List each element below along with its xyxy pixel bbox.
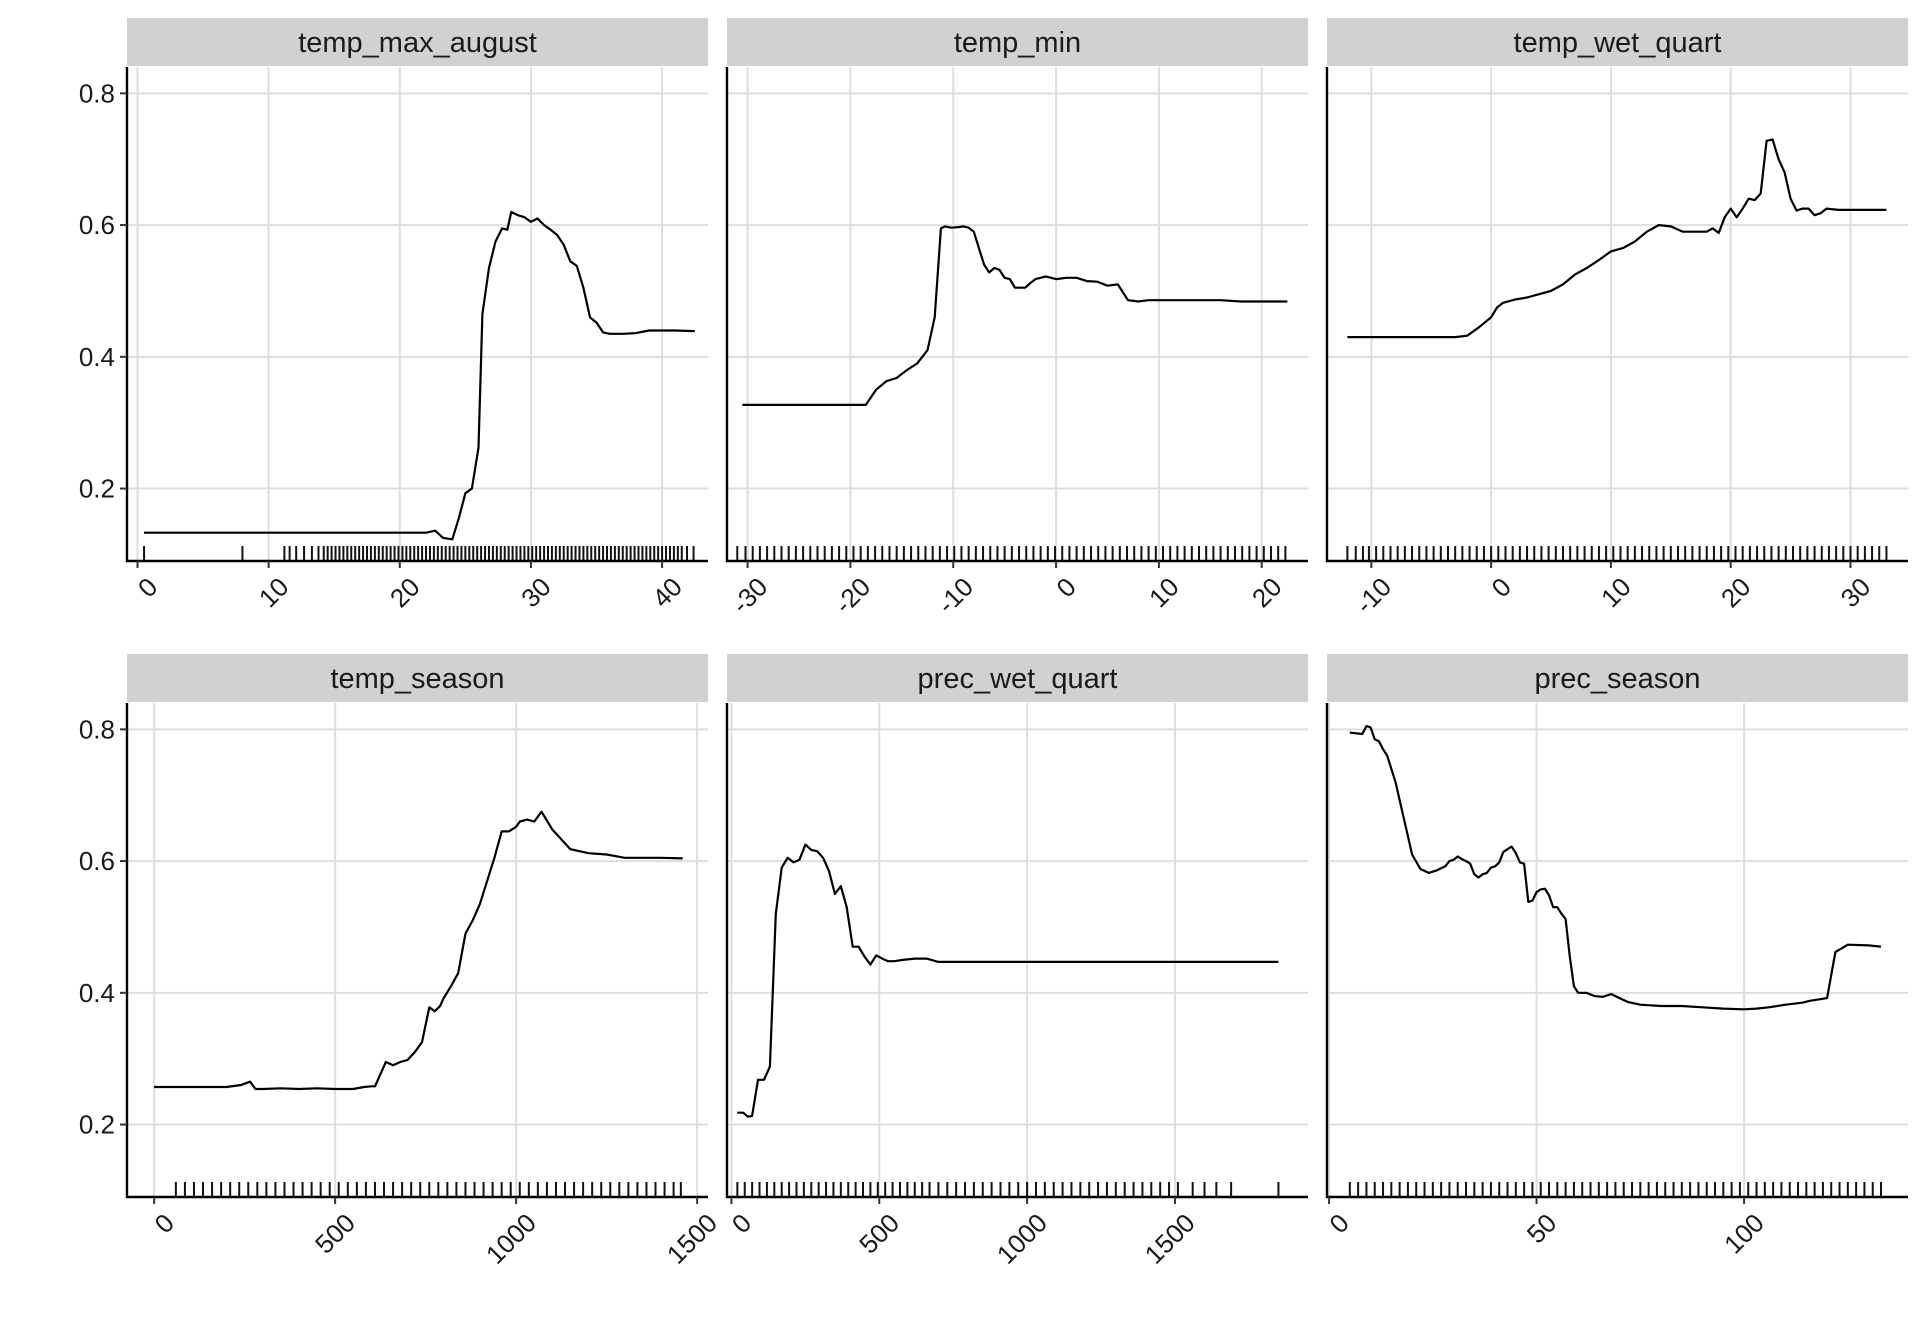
panel-title: prec_season [1534, 663, 1700, 695]
panel-strip [1327, 654, 1908, 702]
series-line [1347, 138, 1887, 339]
panel-title: temp_wet_quart [1514, 27, 1722, 59]
y-tick-label: 0.2 [79, 1110, 115, 1140]
y-tick-label: 0.8 [79, 714, 115, 744]
panel-title: temp_season [330, 663, 504, 695]
y-tick-label: 0.8 [79, 78, 115, 108]
y-tick-label: 0.6 [79, 846, 115, 876]
panel-strip [727, 654, 1308, 702]
panel-temp-season: temp_season 0.20.40.60.80 500 1000 1500 [79, 654, 723, 1270]
y-tick-label: 0.2 [79, 474, 115, 504]
panel-title: prec_wet_quart [918, 663, 1118, 695]
panel-strip [127, 18, 708, 66]
y-tick-label: 0.4 [79, 342, 115, 372]
series-line [737, 843, 1279, 1118]
y-tick-label: 0.4 [79, 978, 115, 1008]
panel-title: temp_max_august [298, 27, 537, 59]
panel-strip [1327, 18, 1908, 66]
panel-strip [727, 18, 1308, 66]
panel-title: temp_min [954, 27, 1081, 59]
series-line [154, 810, 683, 1091]
panel-strip [127, 654, 708, 702]
series-line [144, 210, 695, 541]
series-line [742, 225, 1288, 406]
y-tick-label: 0.6 [79, 210, 115, 240]
series-line [1349, 725, 1882, 1011]
